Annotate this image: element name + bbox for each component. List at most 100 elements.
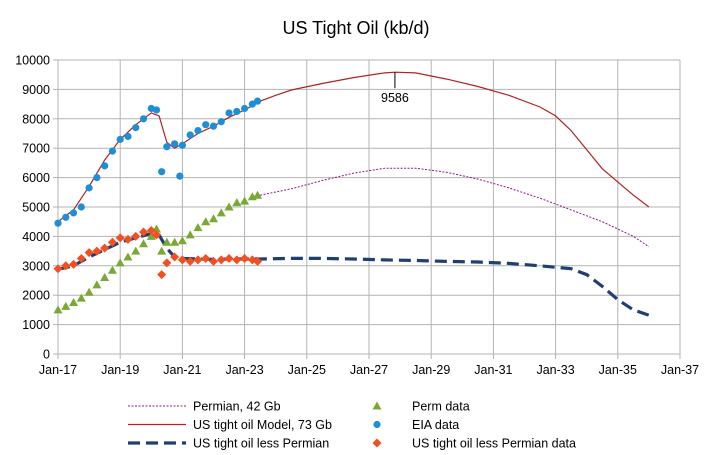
x-tick-label: Jan-33 [536, 363, 574, 377]
legend-label: Perm data [412, 400, 470, 414]
data-point [224, 253, 234, 263]
x-tick-label: Jan-25 [288, 363, 326, 377]
data-point [163, 143, 171, 151]
data-point [194, 126, 202, 135]
data-point [170, 252, 180, 262]
y-tick-label: 8000 [22, 112, 50, 126]
legend-label: EIA data [412, 418, 459, 432]
x-tick-label: Jan-17 [39, 363, 77, 377]
data-point [224, 202, 234, 211]
data-point [201, 217, 211, 226]
data-point [170, 237, 180, 246]
y-tick-label: 9000 [22, 83, 50, 97]
legend-swatch [372, 438, 382, 448]
y-tick-label: 0 [43, 348, 50, 362]
data-point [216, 255, 226, 265]
data-point [157, 270, 167, 280]
data-point [202, 121, 210, 129]
data-point [101, 162, 109, 170]
data-point [84, 287, 94, 296]
data-point [209, 256, 218, 266]
legend-label: US tight oil less Permian data [412, 437, 576, 451]
data-point [185, 230, 195, 239]
data-point [232, 255, 242, 265]
data-point [146, 231, 156, 240]
data-point [107, 265, 117, 274]
data-point [53, 264, 63, 274]
data-point [217, 118, 225, 126]
data-point [116, 135, 124, 143]
y-tick-label: 2000 [22, 289, 50, 303]
legend-item-perm-data: Perm data [372, 400, 470, 414]
data-point [108, 147, 117, 155]
data-point [139, 115, 148, 123]
data-point [157, 246, 167, 255]
data-point [240, 253, 250, 263]
series-permian-42-gb [259, 167, 650, 248]
chart-title: US Tight Oil (kb/d) [282, 18, 429, 38]
data-point [62, 213, 70, 221]
legend-label: Permian, 42 Gb [193, 400, 281, 414]
data-point [193, 255, 203, 265]
series-line-us-tight-oil-model-73-gb [57, 71, 650, 223]
legend-label: US tight oil Model, 73 Gb [193, 418, 332, 432]
y-tick-label: 5000 [22, 201, 50, 215]
y-tick-label: 3000 [22, 259, 50, 273]
data-point [115, 258, 125, 267]
data-point [53, 305, 63, 314]
data-point [177, 236, 187, 245]
annotation-label: 9586 [381, 91, 409, 105]
data-point [115, 233, 125, 243]
data-point [233, 107, 241, 116]
gridlines [57, 59, 681, 355]
data-point [131, 231, 141, 241]
x-tick-label: Jan-31 [474, 363, 512, 377]
data-point [253, 256, 263, 266]
data-point [177, 255, 187, 265]
legend-item-permian-42-gb: Permian, 42 Gb [128, 400, 281, 414]
data-point [61, 301, 71, 310]
data-point [171, 140, 179, 148]
legend-item-us-tight-oil-model-73-gb: US tight oil Model, 73 Gb [128, 418, 332, 432]
series-us-tight-oil-model-73-gb [57, 71, 650, 223]
data-point [124, 132, 132, 141]
data-point [107, 237, 117, 247]
data-point [100, 273, 110, 282]
x-tick-label: Jan-21 [163, 363, 201, 377]
data-point [100, 243, 110, 253]
data-point [76, 293, 86, 302]
data-point [69, 209, 78, 217]
data-point [186, 131, 194, 139]
data-point [61, 261, 71, 271]
series-line-us-tight-oil-less-permian [57, 231, 650, 317]
x-tick-label: Jan-35 [599, 363, 637, 377]
data-point [225, 109, 233, 117]
data-point [139, 227, 149, 237]
data-point [176, 172, 184, 180]
data-point [232, 198, 242, 207]
legend-item-us-tight-oil-less-permian-data: US tight oil less Permian data [372, 437, 576, 451]
data-point [84, 248, 94, 258]
data-point [253, 190, 263, 199]
data-point [152, 106, 161, 114]
series-us-tight-oil-less-permian-data [53, 226, 263, 280]
x-tick-label: Jan-37 [661, 363, 699, 377]
series-eia-data [54, 97, 262, 227]
legend-item-us-tight-oil-less-permian: US tight oil less Permian [128, 437, 329, 451]
data-point [123, 234, 133, 244]
y-tick-label: 7000 [22, 142, 50, 156]
data-point [77, 203, 85, 211]
data-point [92, 246, 102, 256]
data-point [209, 214, 218, 223]
y-tick-label: 1000 [22, 318, 50, 332]
legend: Permian, 42 Gb Perm data US tight oil Mode… [128, 400, 576, 451]
x-tick-label: Jan-23 [225, 363, 263, 377]
series-perm-data [53, 190, 263, 314]
y-tick-label: 6000 [22, 171, 50, 185]
data-point [253, 97, 262, 105]
data-point [139, 239, 149, 248]
data-point [76, 253, 86, 263]
x-tick-label: Jan-27 [350, 363, 388, 377]
annotations: 9586 [381, 72, 409, 105]
